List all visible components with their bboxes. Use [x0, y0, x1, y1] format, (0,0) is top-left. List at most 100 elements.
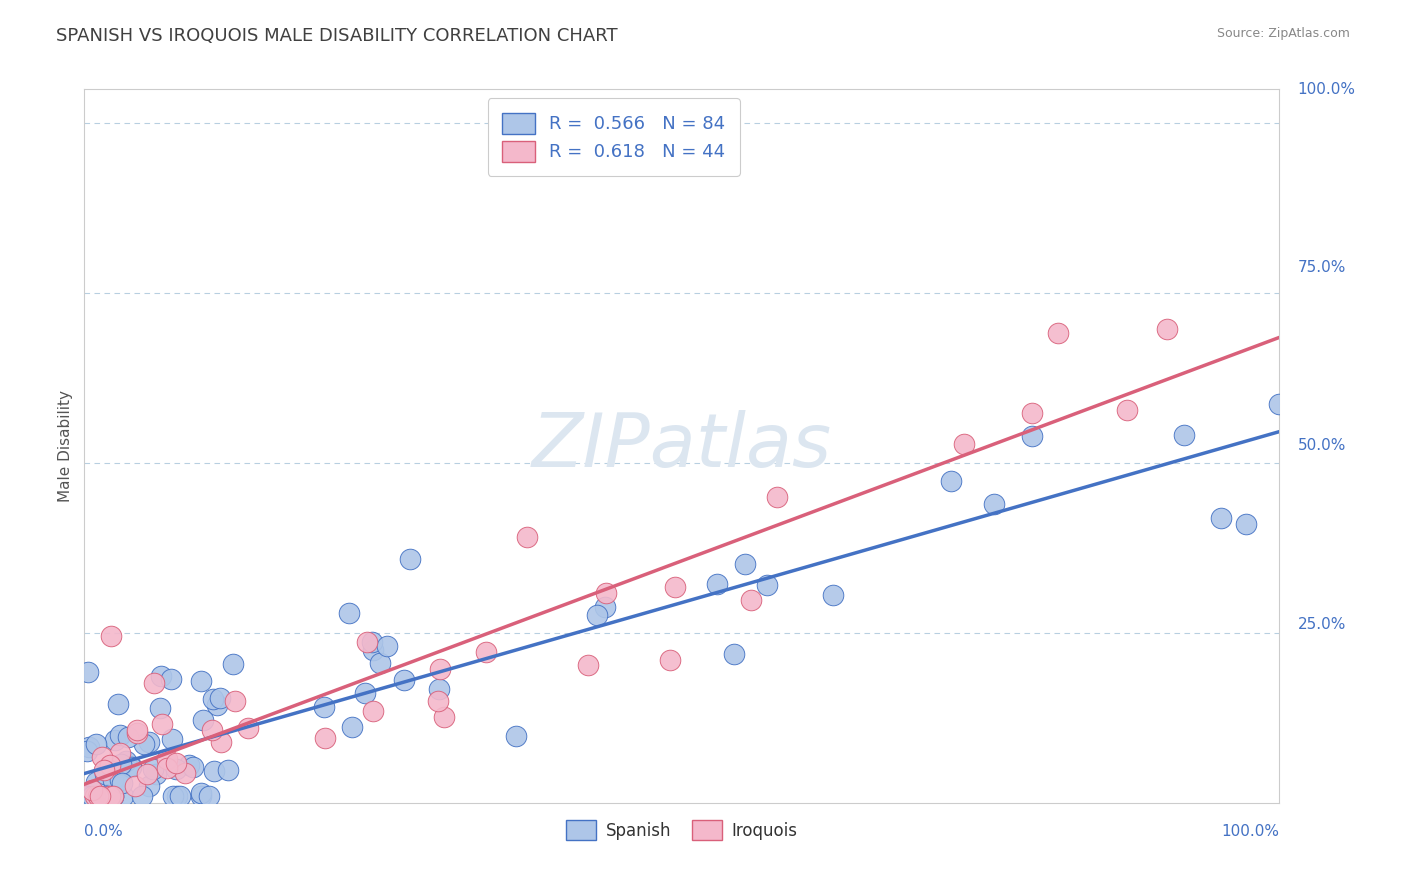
Point: [392, 673, 415, 687]
Point: [112, 789, 135, 803]
Point: [340, 721, 363, 735]
Point: [97, 789, 120, 803]
Point: [76, 744, 98, 758]
Point: [198, 789, 221, 803]
Point: [75, 789, 97, 803]
Text: 50.0%: 50.0%: [1298, 439, 1346, 453]
Point: [756, 578, 779, 592]
Point: [84, 774, 107, 789]
Point: [117, 731, 139, 745]
Point: [101, 789, 124, 803]
Point: [108, 728, 131, 742]
Point: [110, 773, 132, 788]
Point: [111, 775, 134, 789]
Point: [120, 758, 142, 772]
Point: [723, 648, 745, 662]
Point: [1116, 403, 1139, 417]
Point: [160, 731, 183, 746]
Point: [1021, 406, 1043, 420]
Point: [740, 593, 762, 607]
Point: [101, 789, 124, 803]
Point: [181, 760, 204, 774]
Point: [209, 735, 232, 749]
Point: [108, 759, 131, 773]
Point: [149, 669, 172, 683]
Point: [169, 789, 191, 803]
Point: [103, 772, 125, 787]
Point: [134, 737, 156, 751]
Text: 100.0%: 100.0%: [1298, 82, 1355, 96]
Point: [475, 645, 498, 659]
Point: [1047, 326, 1070, 341]
Point: [110, 746, 132, 760]
Text: SPANISH VS IROQUOIS MALE DISABILITY CORRELATION CHART: SPANISH VS IROQUOIS MALE DISABILITY CORR…: [56, 27, 617, 45]
Point: [87, 789, 110, 803]
Point: [174, 765, 197, 780]
Point: [1156, 322, 1178, 336]
Point: [82, 782, 104, 797]
Point: [138, 780, 160, 794]
Point: [593, 600, 616, 615]
Point: [399, 552, 422, 566]
Point: [1211, 510, 1233, 524]
Point: [361, 635, 384, 649]
Point: [585, 608, 607, 623]
Point: [356, 634, 378, 648]
Point: [83, 789, 105, 803]
Point: [354, 686, 377, 700]
Point: [734, 558, 756, 572]
Point: [1234, 516, 1257, 531]
Point: [222, 657, 245, 672]
Point: [201, 692, 224, 706]
Point: [664, 580, 686, 594]
Point: [576, 657, 599, 672]
Point: [162, 789, 184, 803]
Point: [370, 656, 392, 670]
Point: [150, 716, 173, 731]
Point: [166, 789, 188, 803]
Point: [156, 752, 179, 766]
Point: [100, 629, 122, 643]
Point: [82, 789, 104, 803]
Point: [94, 767, 117, 781]
Point: [659, 653, 682, 667]
Point: [93, 764, 115, 778]
Point: [125, 723, 148, 737]
Point: [939, 474, 962, 488]
Point: [595, 585, 617, 599]
Point: [108, 760, 131, 774]
Point: [96, 789, 118, 803]
Point: [314, 731, 336, 745]
Point: [155, 761, 177, 775]
Point: [314, 699, 336, 714]
Point: [114, 754, 136, 768]
Point: [138, 735, 160, 749]
Point: [706, 577, 728, 591]
Point: [98, 789, 121, 803]
Point: [516, 530, 538, 544]
Text: 0.0%: 0.0%: [84, 824, 124, 839]
Point: [124, 779, 146, 793]
Point: [94, 789, 117, 803]
Point: [505, 729, 527, 743]
Point: [110, 757, 132, 772]
Point: [361, 643, 384, 657]
Point: [983, 497, 1005, 511]
Point: [190, 787, 212, 801]
Point: [953, 436, 976, 450]
Point: [179, 758, 201, 772]
Point: [145, 767, 167, 781]
Point: [76, 789, 98, 803]
Point: [135, 766, 157, 780]
Point: [433, 710, 456, 724]
Point: [205, 698, 228, 713]
Point: [429, 662, 451, 676]
Point: [77, 739, 100, 754]
Point: [375, 640, 398, 654]
Text: 25.0%: 25.0%: [1298, 617, 1346, 632]
Point: [148, 701, 170, 715]
Point: [94, 789, 117, 803]
Point: [190, 789, 212, 803]
Point: [201, 723, 224, 738]
Point: [766, 490, 789, 504]
